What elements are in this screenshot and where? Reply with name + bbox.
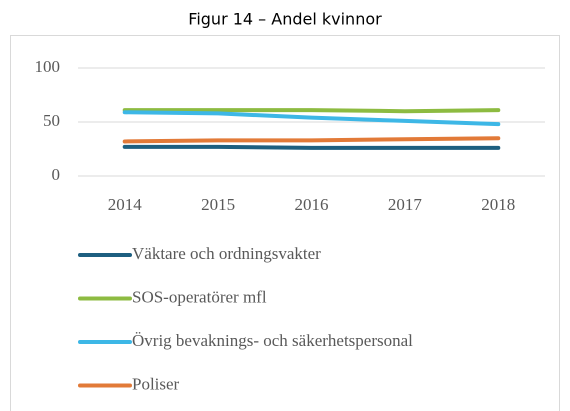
chart-title: Figur 14 – Andel kvinnor — [188, 10, 382, 29]
legend-label: Poliser — [132, 374, 180, 393]
legend-label: Övrig bevaknings- och säkerhetspersonal — [132, 331, 413, 350]
chart-frame — [10, 35, 560, 411]
y-tick-label: 100 — [35, 57, 61, 76]
legend-label: Väktare och ordningsvakter — [132, 244, 321, 263]
series-line — [122, 108, 501, 114]
y-tick-label: 50 — [43, 111, 60, 130]
x-tick-label: 2017 — [388, 195, 423, 214]
y-tick-label: 0 — [52, 165, 61, 184]
series-line — [122, 110, 501, 127]
x-tick-label: 2016 — [295, 195, 329, 214]
x-tick-label: 2015 — [201, 195, 235, 214]
legend-label: SOS-operatörer mfl — [132, 287, 267, 306]
series-line — [122, 136, 501, 144]
x-tick-label: 2018 — [481, 195, 515, 214]
x-tick-label: 2014 — [108, 195, 143, 214]
series-line — [122, 144, 501, 150]
